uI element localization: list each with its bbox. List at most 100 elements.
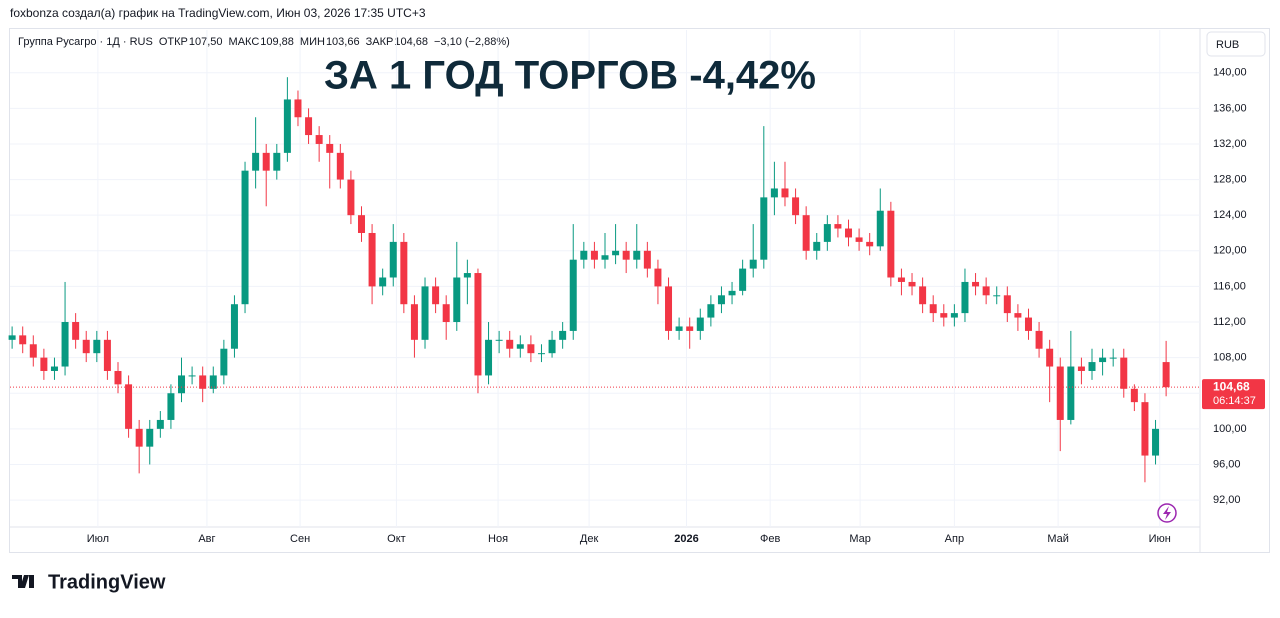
candle-body bbox=[548, 339, 556, 354]
annotation: ЗА 1 ГОД ТОРГОВ -4,42% bbox=[324, 54, 816, 98]
candle-body bbox=[357, 215, 365, 233]
candle-body bbox=[760, 197, 768, 260]
legend-text: 103,66 bbox=[326, 36, 360, 48]
candle-body bbox=[792, 197, 800, 216]
candle-body bbox=[368, 232, 376, 287]
alert-icon[interactable] bbox=[1157, 503, 1177, 523]
legend-text: 107,50 bbox=[189, 36, 223, 48]
candle-body bbox=[929, 304, 937, 314]
candle-body bbox=[326, 143, 334, 153]
credit: foxbonza создал(а) график на TradingView… bbox=[10, 6, 426, 20]
candle-body bbox=[453, 277, 461, 323]
candle-body bbox=[93, 339, 101, 354]
candle-body bbox=[199, 375, 207, 389]
y-tick-label: 120,00 bbox=[1213, 245, 1247, 257]
candle-body bbox=[686, 326, 694, 331]
candle-body bbox=[1141, 402, 1149, 456]
candle-body bbox=[347, 179, 355, 216]
candle-body bbox=[273, 152, 281, 171]
legend-text: 104,68 bbox=[394, 36, 428, 48]
candle-body bbox=[887, 210, 895, 278]
candle-body bbox=[495, 339, 503, 341]
candle-body bbox=[230, 304, 238, 349]
last-price-box bbox=[1202, 379, 1265, 410]
candle-body bbox=[633, 250, 641, 260]
candle-body bbox=[125, 384, 133, 429]
candle-body bbox=[283, 99, 291, 153]
candle-body bbox=[432, 286, 440, 305]
candle-body bbox=[950, 313, 958, 318]
y-tick-label: 96,00 bbox=[1213, 458, 1241, 470]
candle-body bbox=[1003, 295, 1011, 314]
candle-body bbox=[961, 281, 969, 314]
candle-body bbox=[1046, 348, 1054, 367]
candle-body bbox=[114, 370, 122, 385]
currency-button[interactable] bbox=[1206, 31, 1266, 57]
x-tick-label: Сен bbox=[290, 533, 310, 545]
candle-body bbox=[982, 286, 990, 296]
candle-body bbox=[590, 250, 598, 260]
candle-body bbox=[336, 152, 344, 180]
candle-body bbox=[146, 428, 154, 447]
candle-body bbox=[972, 281, 980, 287]
candle-body bbox=[103, 339, 111, 371]
candle-body bbox=[1067, 366, 1075, 420]
candle-body bbox=[516, 344, 524, 349]
candle-body bbox=[919, 286, 927, 305]
y-tick-label: 108,00 bbox=[1213, 352, 1247, 364]
candle-body bbox=[654, 268, 662, 287]
candle-body bbox=[156, 419, 164, 429]
candle-body bbox=[834, 224, 842, 229]
candle-body bbox=[252, 152, 260, 171]
candle-body bbox=[707, 304, 715, 318]
candle-body bbox=[178, 375, 186, 394]
candle-body bbox=[72, 322, 80, 340]
candle-body bbox=[1162, 362, 1170, 388]
candle-body bbox=[601, 255, 609, 260]
candle-body bbox=[1056, 366, 1064, 420]
candle-body bbox=[1088, 362, 1096, 371]
candle-body bbox=[749, 259, 757, 269]
candle-body bbox=[389, 241, 397, 278]
candle-body bbox=[294, 99, 302, 118]
x-tick-label: Апр bbox=[945, 533, 964, 545]
candle-body bbox=[1130, 388, 1138, 403]
candle-body bbox=[675, 326, 683, 331]
candle-body bbox=[876, 210, 884, 247]
frame bbox=[9, 28, 1270, 553]
candle-body bbox=[696, 317, 704, 331]
candle-body bbox=[1035, 330, 1043, 349]
x-tick-label: Июл bbox=[87, 533, 109, 545]
currency[interactable]: RUB bbox=[1216, 39, 1239, 51]
candle-body bbox=[188, 375, 196, 377]
logo-icon bbox=[12, 575, 34, 588]
candle-body bbox=[315, 135, 323, 144]
candle-body bbox=[29, 344, 37, 358]
legend-text: 109,88 bbox=[260, 36, 294, 48]
y-tick-label: 140,00 bbox=[1213, 67, 1247, 79]
candle-body bbox=[1099, 357, 1107, 363]
y-tick-label: 100,00 bbox=[1213, 423, 1247, 435]
candle-body bbox=[612, 250, 620, 256]
legend-text: МАКС bbox=[229, 36, 260, 48]
candle-body bbox=[580, 250, 588, 260]
y-tick-label: 112,00 bbox=[1213, 316, 1246, 328]
candle-body bbox=[993, 295, 1001, 297]
x-tick-label: Авг bbox=[198, 533, 215, 545]
candle-body bbox=[866, 241, 874, 247]
candle-body bbox=[463, 273, 471, 278]
x-tick-label: 2026 bbox=[674, 533, 698, 545]
x-tick-label: Мар bbox=[849, 533, 871, 545]
candle-body bbox=[1152, 428, 1160, 456]
candle-body bbox=[220, 348, 228, 376]
alert-bolt bbox=[1163, 506, 1171, 520]
candle-body bbox=[167, 393, 175, 420]
x-tick-label: Окт bbox=[387, 533, 406, 545]
candle-body bbox=[485, 339, 493, 376]
y-tick-label: 132,00 bbox=[1213, 138, 1247, 150]
candle-body bbox=[940, 313, 948, 318]
candle-body bbox=[1077, 366, 1085, 371]
candle-body bbox=[569, 259, 577, 331]
y-tick-label: 128,00 bbox=[1213, 173, 1247, 185]
